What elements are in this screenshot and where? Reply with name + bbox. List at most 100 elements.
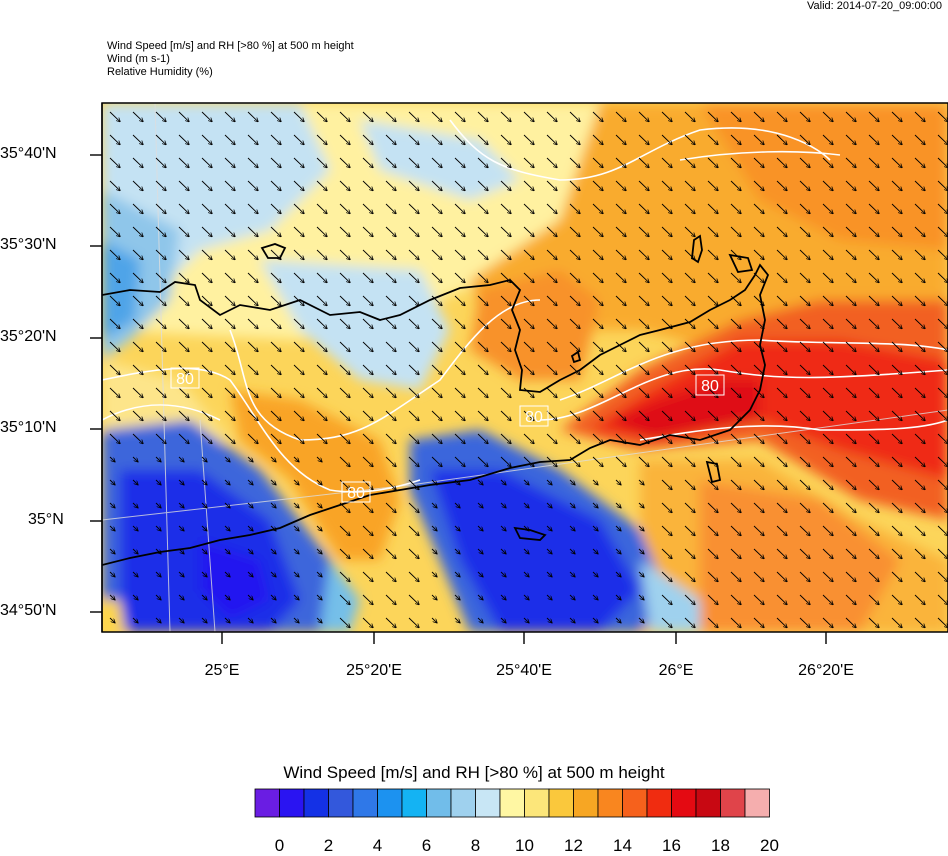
wind-arrow <box>385 364 396 375</box>
wind-arrow <box>201 410 212 421</box>
wind-arrow <box>730 364 741 375</box>
wind-arrow <box>592 433 603 444</box>
wind-arrow <box>385 272 396 283</box>
wind-arrow <box>500 479 506 485</box>
wind-arrow <box>500 295 511 306</box>
wind-arrow <box>684 157 695 168</box>
wind-arrow <box>753 571 764 582</box>
wind-arrow <box>684 525 695 536</box>
wind-arrow <box>316 410 327 421</box>
wind-arrow <box>546 180 557 191</box>
wind-arrow <box>454 410 465 421</box>
wind-arrow <box>385 249 396 260</box>
contour-label-80: 80 <box>341 481 371 503</box>
wind-arrow <box>293 203 304 214</box>
colorbar-swatch <box>744 788 770 818</box>
wind-arrow <box>201 341 212 352</box>
wind-arrow <box>753 203 764 214</box>
wind-arrow <box>408 226 419 237</box>
wind-arrow <box>224 157 235 168</box>
wind-arrow <box>454 502 460 508</box>
colorbar-swatch <box>597 788 623 818</box>
wind-arrow <box>132 410 143 421</box>
wind-arrow <box>615 410 626 421</box>
wind-arrow <box>569 203 580 214</box>
wind-arrow <box>454 226 465 237</box>
wind-arrow <box>937 433 948 444</box>
wind-arrow <box>155 111 166 122</box>
wind-arrow <box>132 295 143 306</box>
wind-arrow <box>500 456 511 467</box>
wind-arrow <box>132 571 138 577</box>
wind-arrow <box>477 318 488 329</box>
wind-arrow <box>385 203 396 214</box>
wind-vectors <box>109 111 948 628</box>
colorbar-tick-label: 16 <box>662 836 681 855</box>
contour-label-80: 80 <box>695 374 725 396</box>
wind-arrow <box>385 341 396 352</box>
wind-arrow <box>362 226 373 237</box>
wind-arrow <box>477 341 488 352</box>
wind-arrow <box>799 410 810 421</box>
wind-arrow <box>592 318 603 329</box>
wind-arrow <box>431 594 437 600</box>
wind-arrow <box>868 387 879 398</box>
wind-arrow <box>201 249 212 260</box>
wind-arrow <box>914 479 925 490</box>
wind-arrow <box>224 456 230 462</box>
colorbar-tick-label: 6 <box>421 836 432 855</box>
wind-arrow <box>845 341 856 352</box>
wind-arrow <box>454 387 465 398</box>
wind-arrow <box>408 525 419 536</box>
wind-arrow <box>592 157 603 168</box>
wind-arrow <box>615 249 626 260</box>
wind-arrow <box>546 525 552 531</box>
colorbar-swatch <box>548 788 574 818</box>
wind-arrow <box>109 203 120 214</box>
wind-arrow <box>201 525 207 531</box>
wind-arrow <box>362 203 373 214</box>
wind-arrow <box>615 272 626 283</box>
wind-speed-field: 80 80 80 80 <box>102 103 948 632</box>
wind-arrow <box>500 364 511 375</box>
wind-arrow <box>546 341 557 352</box>
svg-text:80: 80 <box>525 409 543 426</box>
wind-arrow <box>569 134 580 145</box>
wind-arrow <box>132 341 143 352</box>
wind-arrow <box>684 410 695 421</box>
wind-arrow <box>316 341 327 352</box>
wind-arrow <box>132 456 138 462</box>
wind-arrow <box>477 180 488 191</box>
wind-arrow <box>776 341 787 352</box>
wind-arrow <box>155 594 161 600</box>
wind-arrow <box>891 410 902 421</box>
wind-arrow <box>546 571 552 577</box>
wind-arrow <box>638 364 649 375</box>
wind-arrow <box>155 617 161 623</box>
wind-arrow <box>868 433 879 444</box>
wind-arrow <box>224 571 230 577</box>
wind-arrow <box>845 134 856 145</box>
wind-arrow <box>569 272 580 283</box>
wind-arrow <box>178 249 189 260</box>
wind-arrow <box>937 502 948 513</box>
wind-arrow <box>339 295 350 306</box>
wind-arrow <box>776 318 787 329</box>
wind-arrow <box>270 548 276 554</box>
wind-arrow <box>615 203 626 214</box>
wind-arrow <box>592 203 603 214</box>
lon-label: 26°E <box>658 662 694 679</box>
wind-arrow <box>661 502 672 513</box>
wind-arrow <box>822 502 833 513</box>
wind-arrow <box>684 456 695 467</box>
wind-arrow <box>316 364 327 375</box>
wind-arrow <box>638 479 644 485</box>
wind-arrow <box>684 364 695 375</box>
colorbar-swatch <box>695 788 721 818</box>
wind-arrow <box>408 548 419 559</box>
wind-arrow <box>201 295 212 306</box>
wind-arrow <box>385 111 396 122</box>
wind-arrow <box>316 502 322 508</box>
wind-arrow <box>546 249 557 260</box>
wind-arrow <box>293 134 304 145</box>
